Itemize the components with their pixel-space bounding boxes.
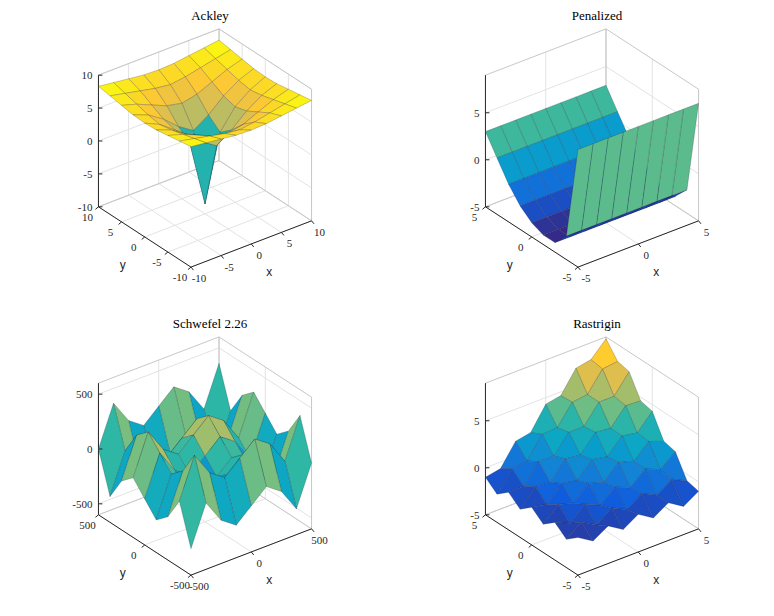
svg-text:-500: -500 <box>170 579 191 591</box>
svg-text:0: 0 <box>518 549 524 561</box>
svg-text:-5: -5 <box>562 579 572 591</box>
svg-text:0: 0 <box>257 249 263 261</box>
svg-text:5: 5 <box>287 237 293 249</box>
svg-text:0: 0 <box>131 549 137 561</box>
svg-text:-10: -10 <box>173 271 188 283</box>
svg-text:0: 0 <box>644 557 650 569</box>
svg-text:5: 5 <box>474 107 480 119</box>
svg-text:x: x <box>653 573 659 587</box>
svg-text:-5: -5 <box>470 509 480 521</box>
svg-text:x: x <box>266 265 272 279</box>
svg-text:500: 500 <box>76 388 93 400</box>
svg-text:-5: -5 <box>562 271 572 283</box>
svg-text:y: y <box>120 258 126 272</box>
svg-text:0: 0 <box>474 462 480 474</box>
svg-text:5: 5 <box>471 518 478 531</box>
svg-text:-500: -500 <box>72 498 93 510</box>
svg-text:y: y <box>507 258 513 272</box>
svg-text:y: y <box>507 566 513 580</box>
svg-text:Rastrigin: Rastrigin <box>573 316 621 331</box>
svg-text:0: 0 <box>257 557 263 569</box>
svg-text:5: 5 <box>704 226 710 238</box>
svg-text:-10: -10 <box>78 201 93 213</box>
svg-text:10: 10 <box>314 226 326 238</box>
svg-text:-5: -5 <box>225 261 235 273</box>
svg-text:x: x <box>653 265 659 279</box>
svg-text:-5: -5 <box>470 201 480 213</box>
svg-text:5: 5 <box>108 226 114 238</box>
svg-text:x: x <box>266 573 272 587</box>
svg-text:10: 10 <box>81 69 93 81</box>
svg-text:-5: -5 <box>581 272 591 284</box>
svg-text:500: 500 <box>311 534 328 546</box>
svg-text:5: 5 <box>474 415 480 427</box>
svg-text:0: 0 <box>131 241 137 253</box>
svg-text:500: 500 <box>79 519 96 531</box>
svg-text:-5: -5 <box>581 580 591 592</box>
svg-text:-10: -10 <box>192 272 207 284</box>
svg-text:Schwefel 2.26: Schwefel 2.26 <box>173 316 248 331</box>
svg-text:Ackley: Ackley <box>191 8 229 23</box>
svg-text:0: 0 <box>518 241 524 253</box>
svg-text:5: 5 <box>704 534 710 546</box>
svg-text:-5: -5 <box>83 168 93 180</box>
svg-text:0: 0 <box>87 443 93 455</box>
svg-text:Penalized: Penalized <box>572 8 623 23</box>
svg-text:5: 5 <box>471 210 478 223</box>
svg-text:y: y <box>120 566 126 580</box>
svg-text:5: 5 <box>87 102 93 114</box>
svg-text:-5: -5 <box>152 256 162 268</box>
svg-text:-500: -500 <box>189 580 210 592</box>
svg-text:0: 0 <box>87 135 93 147</box>
svg-text:0: 0 <box>474 154 480 166</box>
svg-text:0: 0 <box>644 249 650 261</box>
svg-text:10: 10 <box>81 210 93 223</box>
